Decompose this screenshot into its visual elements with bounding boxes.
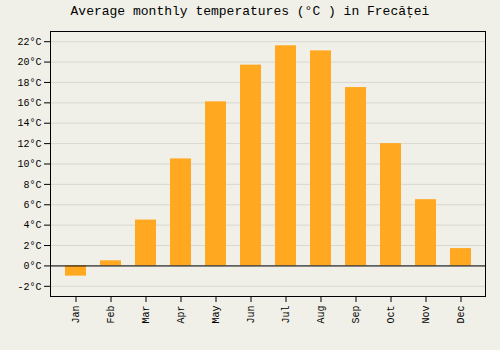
svg-text:May: May [211,306,222,324]
svg-text:16°C: 16°C [17,98,41,109]
svg-text:10°C: 10°C [17,159,41,170]
svg-text:Nov: Nov [421,306,432,324]
svg-text:14°C: 14°C [17,118,41,129]
svg-text:2°C: 2°C [23,241,41,252]
svg-text:Jul: Jul [281,306,292,324]
svg-text:18°C: 18°C [17,78,41,89]
svg-text:Feb: Feb [106,306,117,324]
html-text:Average monthly temperatures (: Average monthly temperatures (°C ) in Fr… [70,4,430,19]
svg-text:Dec: Dec [456,306,467,324]
svg-text:20°C: 20°C [17,57,41,68]
svg-text:-2°C: -2°C [17,282,41,293]
svg-text:Mar: Mar [141,306,152,324]
svg-text:Aug: Aug [316,306,327,324]
svg-text:Sep: Sep [351,306,362,324]
svg-text:Apr: Apr [176,306,187,324]
svg-text:22°C: 22°C [17,37,41,48]
svg-text:4°C: 4°C [23,220,41,231]
svg-text:12°C: 12°C [17,139,41,150]
svg-text:Jun: Jun [246,306,257,324]
svg-text:6°C: 6°C [23,200,41,211]
svg-text:Jan: Jan [71,306,82,324]
svg-text:8°C: 8°C [23,180,41,191]
svg-text:0°C: 0°C [23,261,41,272]
svg-text:Oct: Oct [386,306,397,324]
